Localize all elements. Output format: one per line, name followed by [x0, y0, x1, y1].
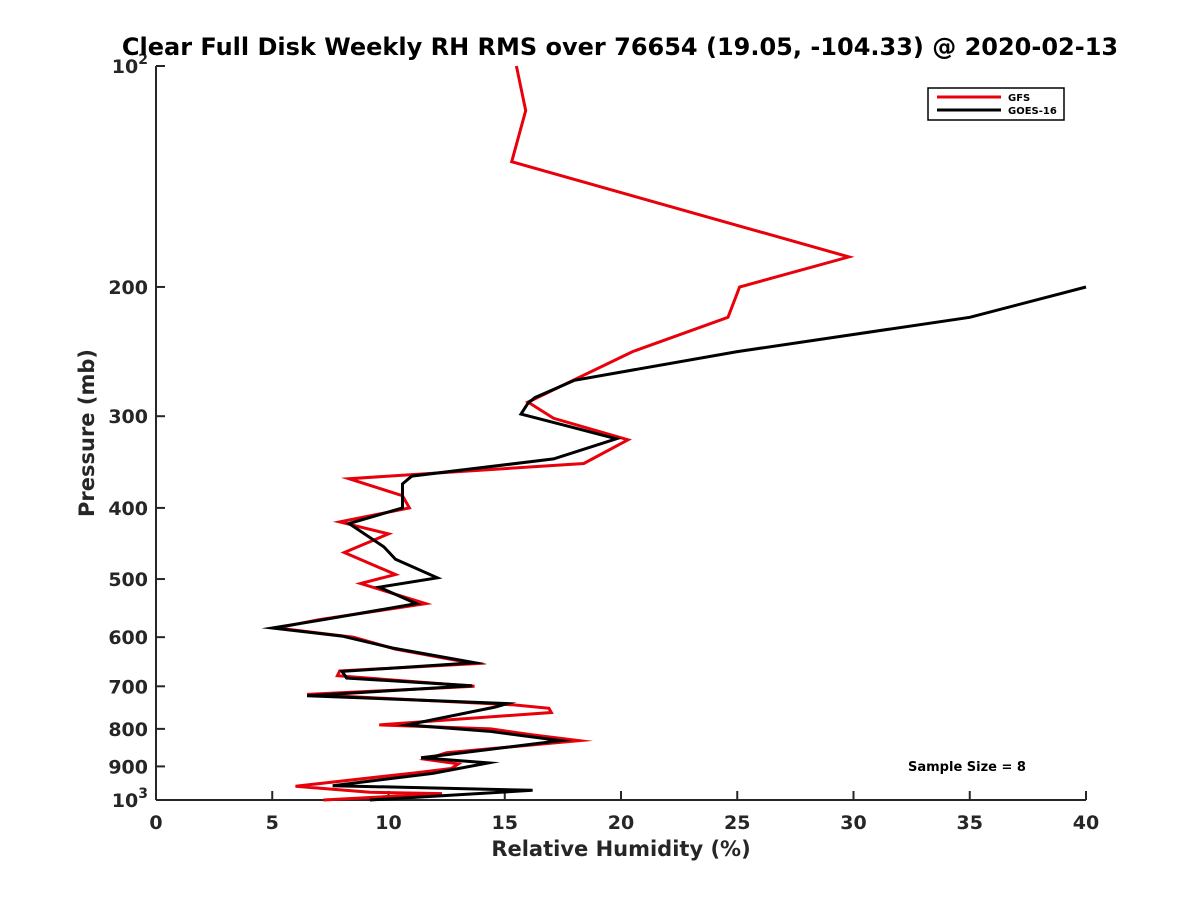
x-tick-label: 30	[840, 812, 866, 834]
x-tick-label: 10	[375, 812, 401, 834]
legend: GFS GOES-16	[927, 87, 1065, 121]
legend-label-goes-16: GOES-16	[1008, 106, 1057, 117]
legend-label-gfs: GFS	[1008, 93, 1030, 104]
legend-box	[927, 87, 1065, 121]
y-tick-label: 400	[108, 498, 148, 520]
series-layer	[261, 65, 1087, 802]
x-tick-label: 0	[149, 812, 162, 834]
y-tick-label: 103	[112, 786, 148, 812]
y-tick-label: 102	[112, 52, 148, 78]
series-line-gfs	[267, 65, 855, 802]
y-tick-label: 600	[108, 627, 148, 649]
x-tick-label: 40	[1073, 812, 1099, 834]
y-tick-label: 200	[108, 277, 148, 299]
x-tick-label: 15	[492, 812, 518, 834]
x-axis-label: Relative Humidity (%)	[491, 837, 750, 861]
axes	[155, 65, 1087, 801]
y-tick-label: 300	[108, 406, 148, 428]
series-line-goes-16	[261, 285, 1087, 802]
y-axis-label: Pressure (mb)	[75, 349, 99, 517]
y-tick-label: 500	[108, 569, 148, 591]
x-tick-label: 25	[724, 812, 750, 834]
y-tick-label: 700	[108, 676, 148, 698]
chart-title: Clear Full Disk Weekly RH RMS over 76654…	[122, 33, 1118, 61]
labels: 0 5 10 15 20 25 30 35 40 102 200 300 400 500 600 700 800…	[75, 33, 1118, 861]
y-tick-label: 800	[108, 719, 148, 741]
x-tick-label: 20	[608, 812, 634, 834]
x-tick-label: 5	[266, 812, 279, 834]
x-tick-label: 35	[957, 812, 983, 834]
y-tick-label: 900	[108, 756, 148, 778]
sample-size-annotation: Sample Size = 8	[908, 760, 1026, 775]
